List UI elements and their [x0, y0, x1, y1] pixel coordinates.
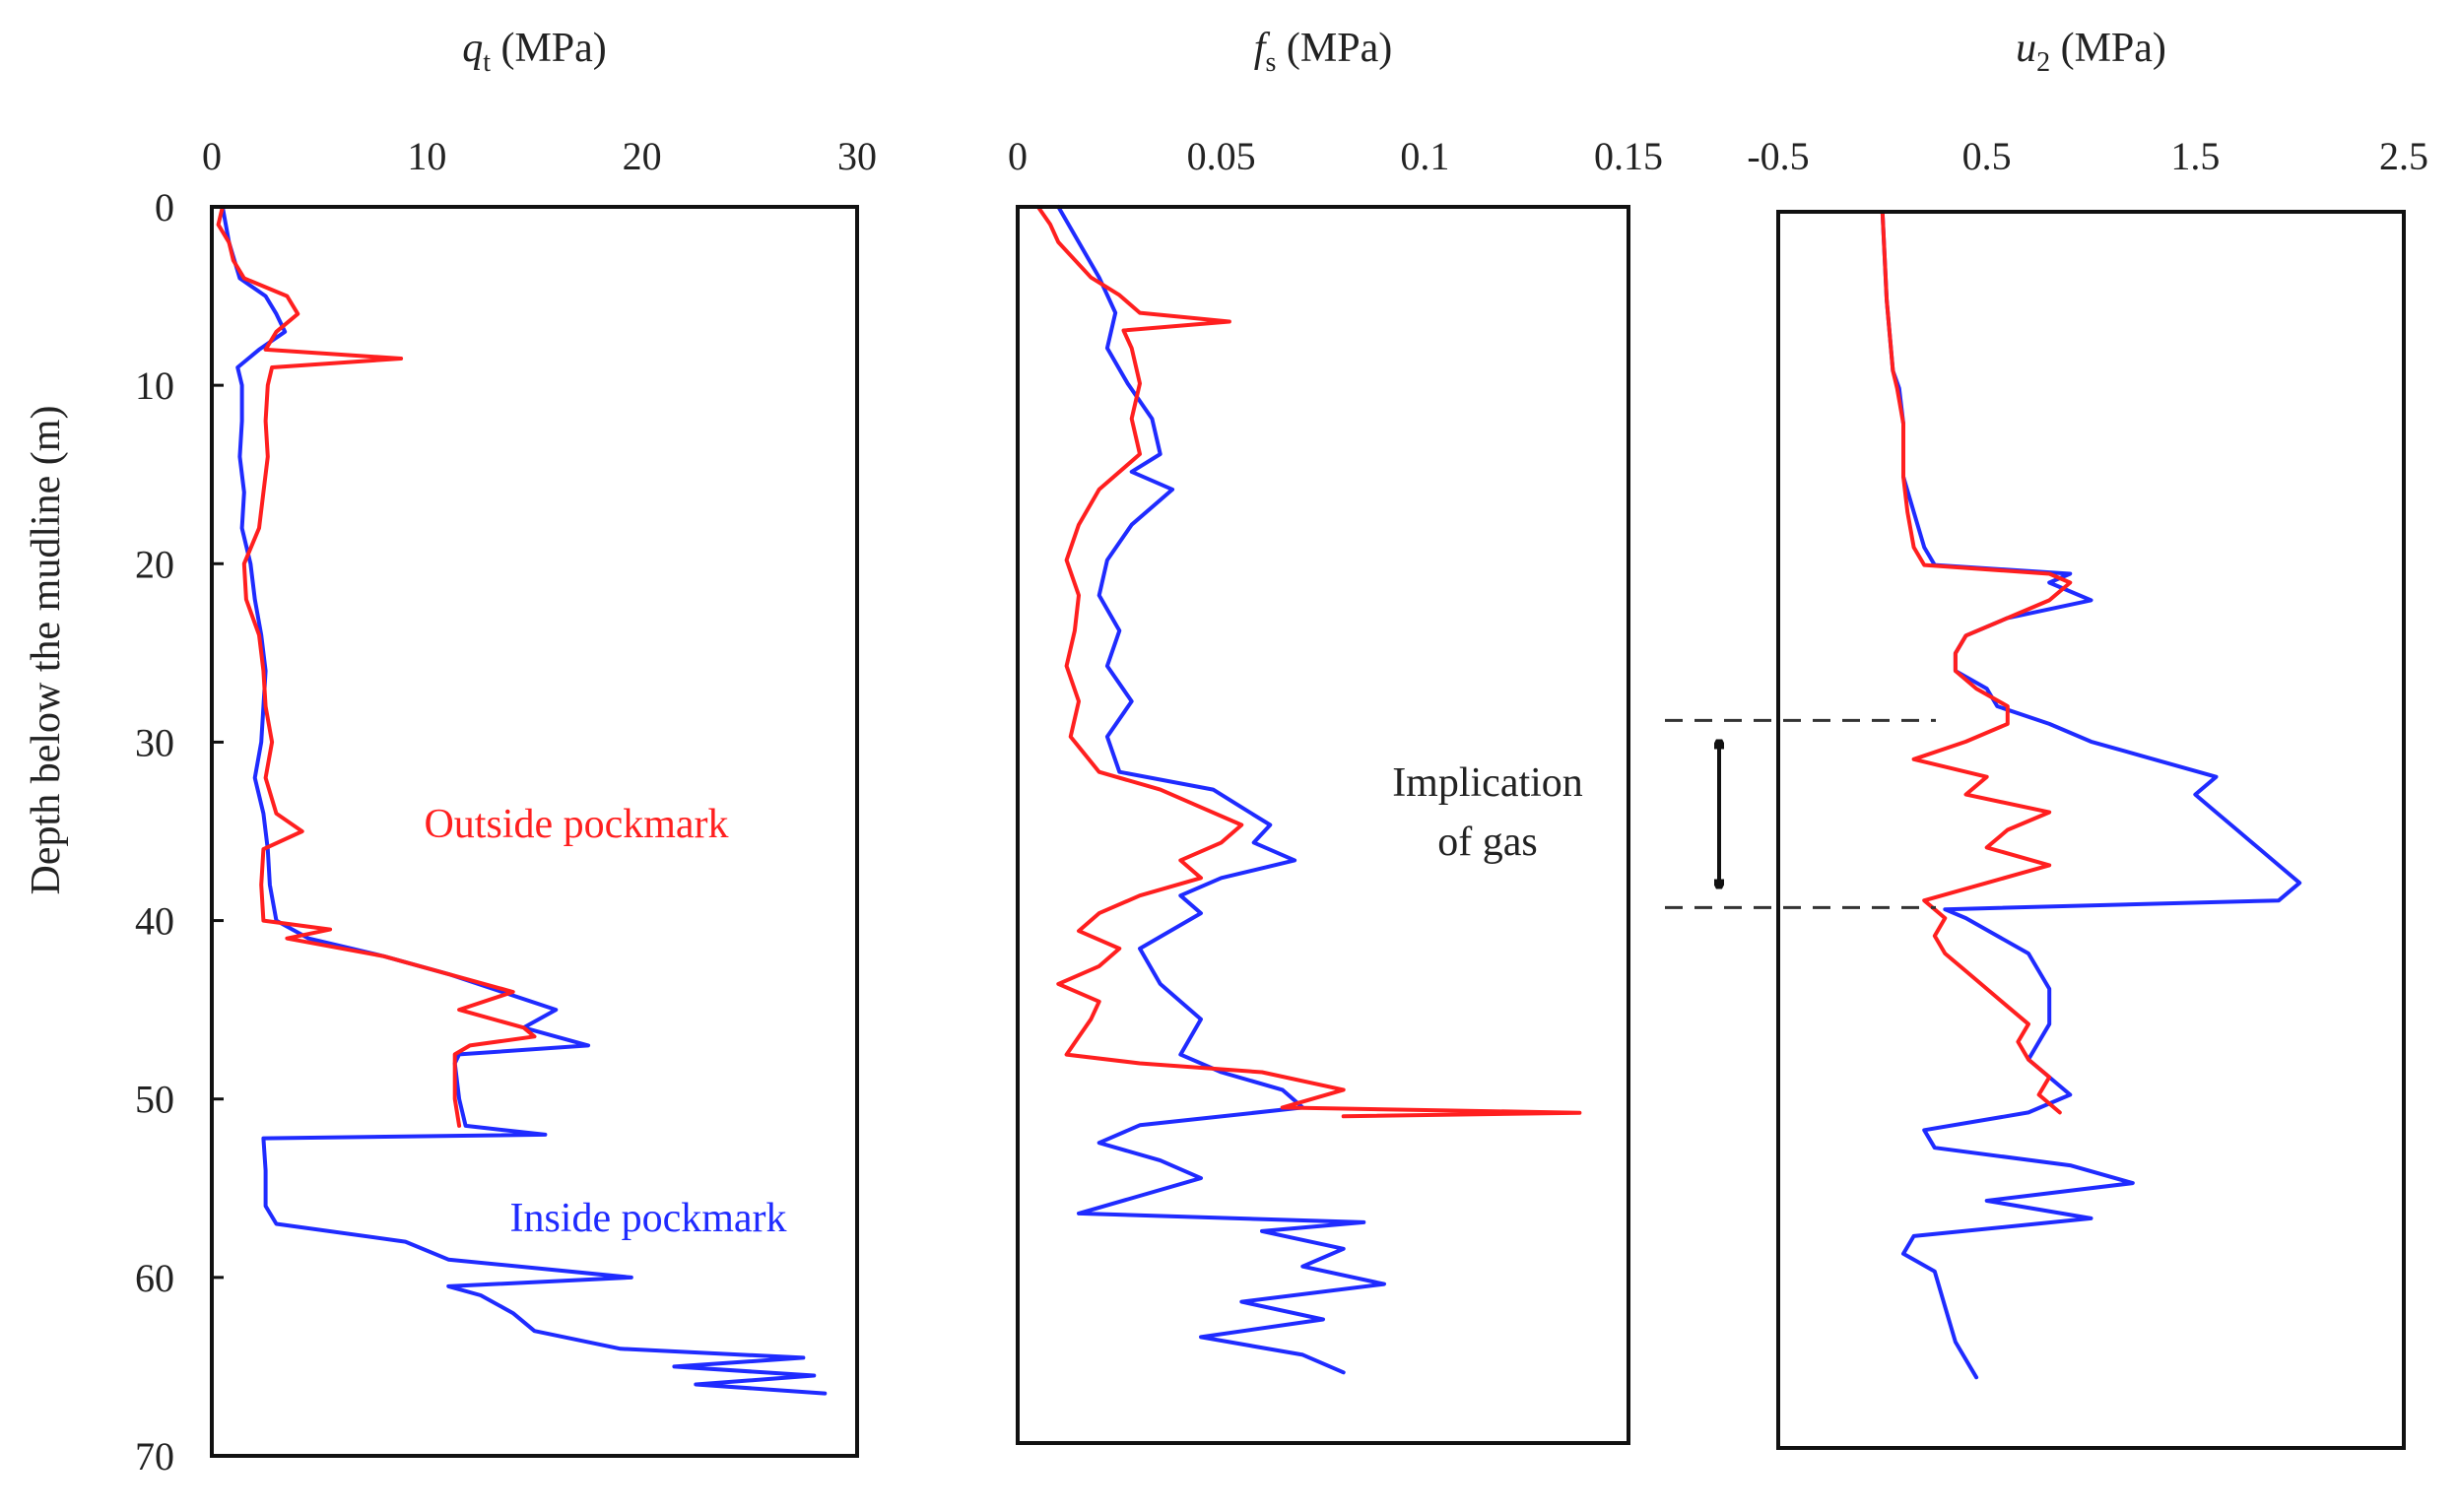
x-axis-unit: (MPa): [1276, 26, 1392, 71]
x-tick-label: 30: [837, 134, 877, 178]
panel-2: fs (MPa) 0 0.05 0.1 0.15: [1008, 26, 1663, 1445]
y-tick-label: 70: [135, 1434, 174, 1479]
x-axis-symbol: q: [462, 26, 483, 71]
series-line-outside: [1880, 210, 2073, 1115]
x-tick-label: 1.5: [2170, 134, 2220, 178]
x-axis-subscript: t: [483, 47, 491, 78]
plot-frame: [1776, 210, 2406, 1450]
chart-panels: qt (MPa) 0 10 20 30 0 10 20 30 40 50 60 70 fs (MPa) 0 0…: [135, 26, 2428, 1479]
x-axis-title: qt (MPa): [462, 26, 607, 78]
panel-3: u2 (MPa) -0.5 0.5 1.5 2.5: [1747, 26, 2428, 1450]
x-tick-label: -0.5: [1747, 134, 1809, 178]
y-tick-label: 30: [135, 720, 174, 764]
x-axis-title: u2 (MPa): [2016, 26, 2166, 78]
panel-1: qt (MPa) 0 10 20 30 0 10 20 30 40 50 60 70: [135, 26, 877, 1479]
x-tick-label: 0.05: [1187, 134, 1256, 178]
x-axis-unit: (MPa): [491, 26, 607, 71]
x-tick-label: 10: [407, 134, 446, 178]
y-tick-label: 60: [135, 1256, 174, 1300]
annotations: Outside pockmark Inside pockmark Implicati…: [424, 718, 1936, 1241]
y-tick-label: 0: [155, 185, 174, 230]
x-tick-label: 0.15: [1594, 134, 1663, 178]
x-tick-label: 20: [623, 134, 662, 178]
inside-pockmark-label: Inside pockmark: [509, 1196, 786, 1241]
plot-frame: [210, 205, 859, 1458]
x-axis-subscript: s: [1265, 47, 1276, 78]
x-axis-symbol: u: [2016, 26, 2036, 71]
series-line-inside: [1880, 210, 2302, 1380]
series-line-inside: [1056, 205, 1386, 1375]
y-tick-label: 20: [135, 542, 174, 586]
y-tick-label: 50: [135, 1078, 174, 1122]
x-axis-title: fs (MPa): [1254, 26, 1392, 78]
gas-label-line1: Implication: [1392, 760, 1583, 806]
series-line-outside: [1035, 205, 1582, 1119]
outside-pockmark-label: Outside pockmark: [424, 802, 728, 847]
x-tick-label: 2.5: [2379, 134, 2428, 178]
plot-frame: [1016, 205, 1630, 1445]
y-tick-label: 40: [135, 899, 174, 944]
x-tick-label: 0: [1008, 134, 1028, 178]
x-axis-unit: (MPa): [2050, 26, 2166, 71]
gas-label-line2: of gas: [1437, 820, 1537, 865]
series-line-outside: [216, 205, 537, 1128]
x-tick-label: 0.1: [1400, 134, 1449, 178]
x-axis-subscript: 2: [2036, 47, 2050, 78]
y-tick-label: 10: [135, 363, 174, 408]
x-tick-label: 0.5: [1962, 134, 2012, 178]
x-tick-label: 0: [202, 134, 222, 178]
y-axis-title: Depth below the mudline (m): [24, 406, 69, 895]
